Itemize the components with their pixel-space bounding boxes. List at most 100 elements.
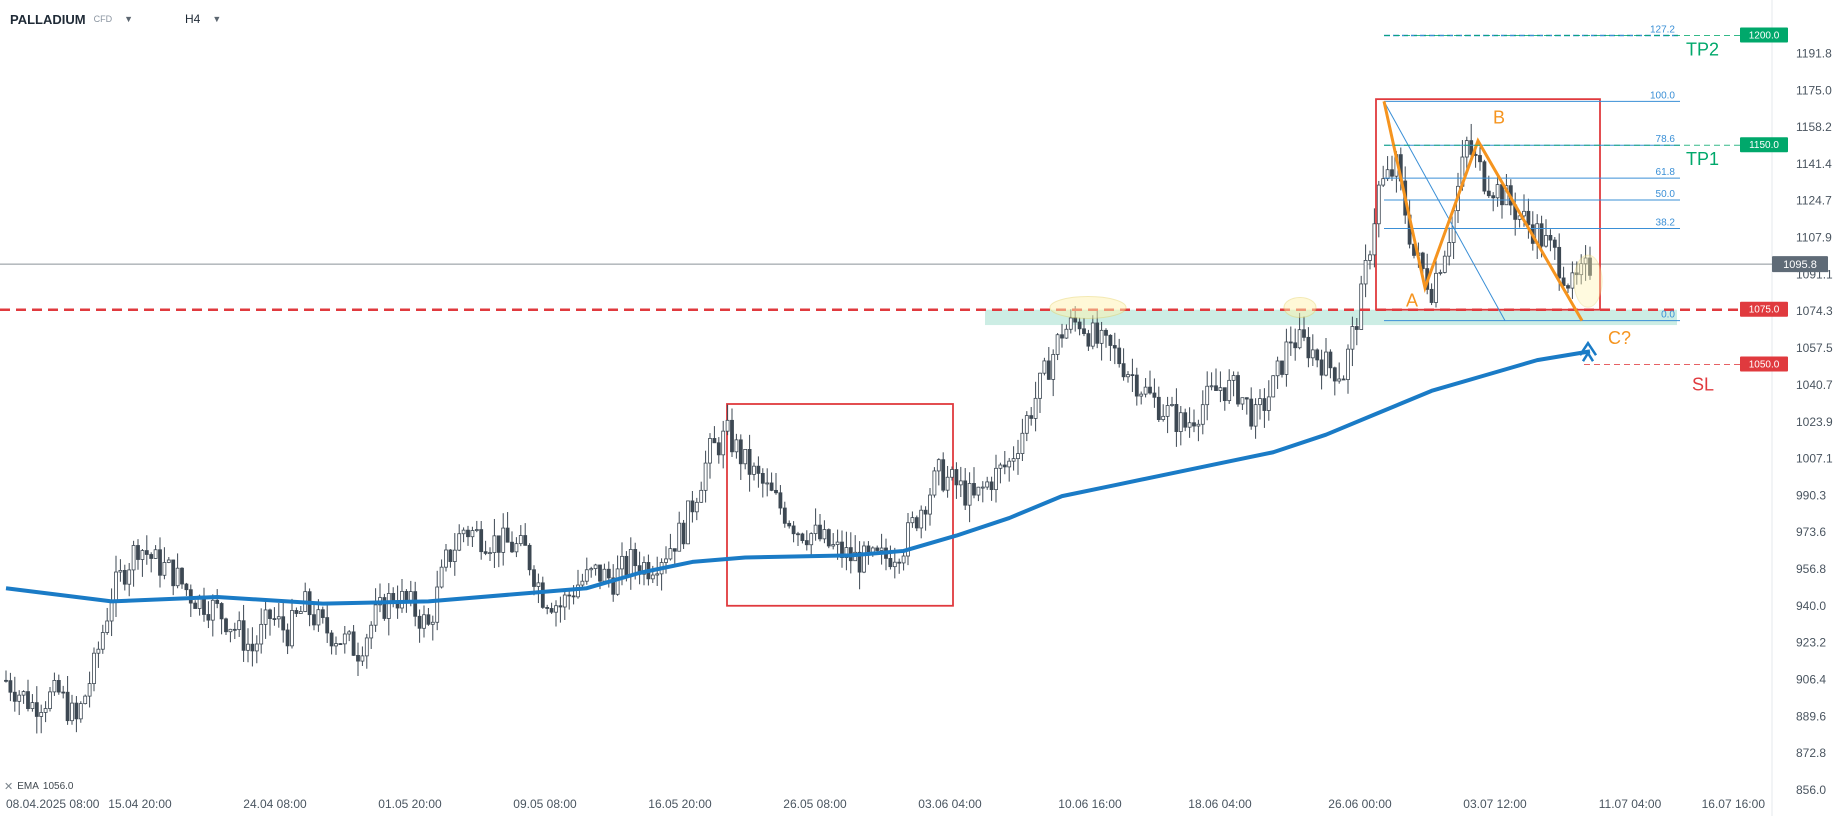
candle-body [290, 610, 294, 647]
candle-body [1051, 354, 1056, 380]
candle-body [52, 680, 57, 693]
candle-body [514, 543, 519, 553]
candle-body [263, 609, 268, 625]
candle-body [329, 632, 334, 647]
candle-body [835, 541, 840, 545]
candle-body [901, 555, 906, 564]
x-tick-label: 16.07 16:00 [1702, 797, 1766, 811]
candle-body [479, 529, 484, 553]
abc-pattern-line [1382, 101, 1584, 322]
current-price-tag [1772, 256, 1828, 273]
y-tick-label: 1074.3 [1796, 304, 1833, 318]
candle-body [888, 558, 893, 568]
candle-body [492, 535, 497, 554]
candle-body [1548, 235, 1553, 241]
chart-toolbar: PALLADIUM CFD ▼ H4 ▼ [10, 8, 221, 30]
candle-body [664, 558, 668, 563]
candle-body [967, 483, 972, 506]
x-tick-label: 24.04 08:00 [243, 797, 307, 811]
candle-body [1249, 398, 1254, 427]
ema-line [5, 349, 1591, 606]
fib-level-label: 61.8 [1656, 167, 1676, 178]
candle-body [791, 525, 796, 535]
y-tick-label: 856.0 [1796, 783, 1826, 797]
candle-body [1390, 169, 1394, 177]
candle-body [1337, 378, 1342, 382]
symbol-dropdown-icon[interactable]: ▼ [124, 14, 134, 24]
ema-legend: ✕ EMA 1056.0 [4, 780, 73, 793]
candle-body [48, 691, 52, 709]
candle-body [778, 492, 783, 509]
candle-body [1161, 415, 1166, 420]
candle-body [1522, 210, 1526, 217]
candle-body [906, 522, 910, 557]
timeframe-selector[interactable]: H4 [185, 12, 201, 26]
consolidation-box [726, 403, 954, 607]
y-tick-label: 1191.8 [1796, 47, 1832, 61]
candle-body [70, 702, 74, 722]
candle-body [989, 481, 994, 491]
candle-body [285, 629, 290, 647]
stop-price-tag [1740, 356, 1788, 372]
candle-body [215, 599, 220, 604]
candle-body [1486, 190, 1491, 197]
candle-body [672, 548, 677, 552]
candle-body [980, 486, 985, 489]
ema-legend-value: 1056.0 [42, 781, 74, 792]
x-tick-label: 15.04 20:00 [108, 797, 172, 811]
candle-body [549, 608, 554, 613]
support-zone [985, 309, 1677, 326]
candle-body [34, 702, 39, 717]
candle-body [193, 602, 198, 609]
candle-body [1104, 329, 1108, 336]
candle-body [334, 643, 338, 647]
candle-body [1073, 317, 1078, 323]
candle-body [1491, 195, 1496, 199]
symbol-name[interactable]: PALLADIUM [10, 11, 86, 27]
candle-body [224, 618, 228, 633]
candle-body [536, 582, 541, 587]
candle-body [254, 643, 259, 652]
candle-body [1244, 397, 1249, 400]
candle-body [1293, 342, 1298, 349]
candle-body [1280, 360, 1284, 375]
candle-body [1315, 349, 1320, 361]
candle-body [404, 590, 409, 601]
candle-body [1174, 404, 1179, 432]
candle-body [12, 691, 17, 702]
candle-body [716, 442, 721, 456]
candle-body [1438, 271, 1443, 274]
candle-body [342, 633, 347, 645]
candle-body [131, 545, 136, 571]
candle-body [206, 614, 211, 621]
candle-body [774, 489, 778, 494]
candle-body [562, 594, 567, 608]
candle-body [219, 603, 224, 620]
x-tick-label: 18.06 04:00 [1188, 797, 1252, 811]
fib-level-label: 127.2 [1650, 25, 1675, 36]
candle-body [316, 609, 321, 626]
candle-body [1055, 334, 1060, 355]
candle-body [606, 568, 611, 579]
candle-body [1007, 460, 1012, 468]
candle-body [818, 524, 822, 540]
candle-body [1126, 374, 1130, 378]
candle-body [602, 568, 607, 582]
candle-body [1324, 351, 1328, 376]
candles [4, 123, 1592, 734]
x-tick-label: 09.05 08:00 [513, 797, 577, 811]
candle-body [65, 691, 70, 722]
y-tick-label: 889.6 [1796, 709, 1826, 723]
candle-body [677, 522, 682, 552]
candle-body [1561, 277, 1566, 286]
candle-body [83, 695, 88, 705]
candle-body [879, 547, 884, 551]
candle-body [1306, 336, 1311, 359]
candle-body [320, 609, 325, 618]
remove-indicator-icon[interactable]: ✕ [4, 781, 14, 793]
candle-body [39, 712, 44, 717]
timeframe-dropdown-icon[interactable]: ▼ [212, 14, 222, 24]
candle-body [1557, 246, 1562, 279]
candle-body [1469, 140, 1474, 155]
